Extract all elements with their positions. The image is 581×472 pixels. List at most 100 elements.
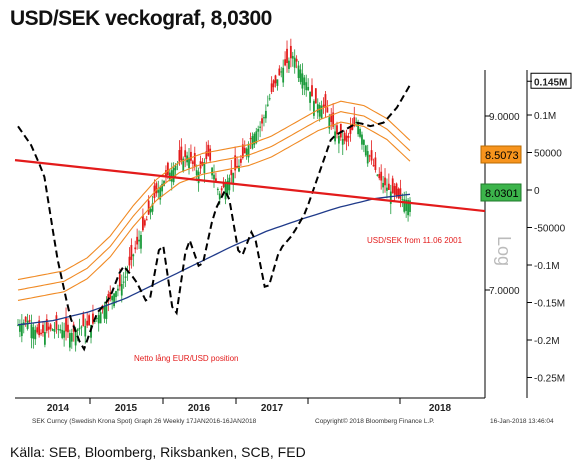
candle-body: [374, 157, 377, 170]
candle-body: [257, 128, 260, 132]
candle-body: [382, 182, 384, 188]
candle-body: [163, 180, 165, 186]
candle-body: [42, 324, 44, 334]
candle-body: [190, 151, 192, 161]
candle-body: [359, 129, 361, 137]
candle-body: [155, 183, 158, 194]
candle-body: [86, 320, 89, 326]
long-term-average-line: [17, 193, 411, 326]
y2-ticks: 0.145M 0.1M 50000 0 -50000 -0.1M -0.15M -0.2M -0…: [527, 72, 572, 385]
candle-body: [378, 174, 381, 179]
candle-body: [53, 329, 56, 332]
candle-body: [328, 117, 331, 129]
candle-body: [284, 59, 286, 66]
candle-body: [97, 315, 100, 324]
candle-body: [172, 167, 175, 183]
candle-body: [67, 324, 69, 333]
candle-body: [109, 292, 112, 299]
candle-body: [132, 254, 135, 257]
price-tag-label: 8.0301: [485, 188, 519, 200]
candle-body: [70, 332, 73, 342]
candle-body: [145, 219, 148, 221]
candle-body: [140, 234, 142, 249]
candle-body: [151, 203, 154, 212]
candle-body: [364, 145, 367, 156]
candle-body: [351, 124, 354, 130]
candle-body: [159, 186, 162, 200]
candle-body: [82, 314, 85, 327]
candle-body: [309, 91, 311, 103]
candle-body: [397, 188, 400, 198]
candle-body: [55, 315, 58, 330]
candle-body: [301, 73, 304, 89]
candle-body: [376, 174, 379, 176]
candle-body: [80, 326, 83, 328]
candle-body: [305, 82, 308, 91]
candle-body: [20, 323, 23, 337]
candle-body: [366, 151, 369, 164]
candle-body: [218, 193, 221, 200]
candle-body: [405, 199, 408, 211]
candle-body: [165, 170, 167, 178]
candle-body: [276, 79, 279, 86]
candle-body: [117, 288, 119, 291]
candle-body: [407, 200, 409, 216]
x-tick-label: 2018: [429, 403, 452, 414]
candle-body: [289, 45, 292, 59]
candle-body: [349, 126, 352, 134]
candle-body: [209, 148, 212, 161]
trendline-annotation: USD/SEK from 11.06 2001: [367, 236, 463, 245]
moving-average-band-1: [17, 111, 411, 291]
candle-body: [195, 170, 198, 176]
candle-body: [74, 330, 77, 346]
candle-body: [282, 67, 285, 83]
candle-body: [32, 327, 35, 339]
candle-body: [409, 200, 411, 212]
candle-body: [389, 191, 392, 204]
price-tag-label: 8.5073: [485, 150, 519, 162]
candle-body: [266, 104, 269, 106]
candle-body: [120, 283, 123, 296]
candle-body: [330, 114, 333, 123]
candle-body: [380, 171, 383, 181]
candle-body: [395, 183, 398, 197]
candle-body: [211, 167, 213, 176]
candle-body: [387, 183, 390, 190]
candle-body: [105, 304, 108, 320]
candle-body: [384, 177, 386, 186]
candle-body: [92, 313, 94, 324]
candle-body: [249, 138, 252, 140]
candle-body: [205, 151, 208, 160]
candle-body: [245, 148, 248, 157]
candle-body: [36, 327, 39, 333]
candle-body: [226, 180, 229, 197]
candle-body: [193, 153, 196, 168]
candle-body: [288, 60, 290, 69]
candle-body: [124, 276, 127, 278]
candle-body: [372, 165, 375, 167]
log-label: Log: [494, 236, 514, 266]
candle-body: [343, 132, 346, 141]
candle-body: [130, 245, 133, 260]
candle-body: [34, 329, 37, 340]
candle-body: [316, 104, 319, 113]
candle-body: [59, 329, 62, 331]
candle-body: [161, 183, 164, 192]
candle-body: [213, 174, 215, 180]
candle-body: [240, 158, 242, 163]
candle-body: [253, 133, 256, 145]
candles-group: [17, 38, 411, 352]
moving-average-band-0: [17, 121, 411, 301]
y2-tick-label: -0.25M: [534, 374, 565, 385]
candle-body: [191, 161, 194, 164]
y2-tick-label: 0: [534, 186, 540, 197]
candle-body: [170, 170, 173, 182]
candle-body: [118, 273, 121, 287]
candle-body: [322, 104, 325, 107]
candle-body: [295, 58, 298, 62]
candle-body: [182, 158, 185, 172]
candle-body: [345, 135, 348, 142]
candle-body: [339, 123, 342, 138]
y2-tick-label: -0.1M: [534, 261, 560, 272]
candle-body: [355, 122, 358, 124]
